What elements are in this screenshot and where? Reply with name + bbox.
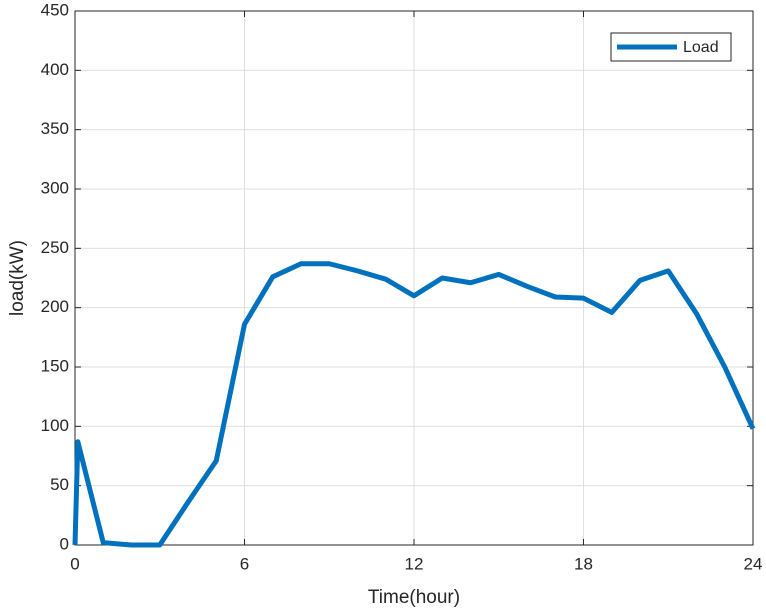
axes-box bbox=[74, 10, 754, 546]
data-line bbox=[72, 261, 756, 548]
y-tick-label: 300 bbox=[41, 178, 69, 197]
y-tick-label: 250 bbox=[41, 238, 69, 257]
x-tick-label: 12 bbox=[405, 554, 424, 573]
x-tick-label: 18 bbox=[574, 554, 593, 573]
x-tick-label: 0 bbox=[70, 554, 79, 573]
y-tick-label: 200 bbox=[41, 297, 69, 316]
y-tick-label: 350 bbox=[41, 119, 69, 138]
x-tick-label: 6 bbox=[240, 554, 249, 573]
y-tick-label: 150 bbox=[41, 356, 69, 375]
x-axis-label: Time(hour) bbox=[368, 587, 460, 608]
y-tick-label: 100 bbox=[41, 416, 69, 435]
y-axis-label: load(kW) bbox=[7, 240, 28, 316]
legend-label: Load bbox=[683, 39, 719, 56]
x-tick-label: 24 bbox=[744, 554, 763, 573]
y-tick-label: 450 bbox=[41, 0, 69, 19]
y-tick-label: 0 bbox=[60, 534, 69, 553]
y-tick-label: 400 bbox=[41, 60, 69, 79]
y-tick-label: 50 bbox=[50, 475, 69, 494]
